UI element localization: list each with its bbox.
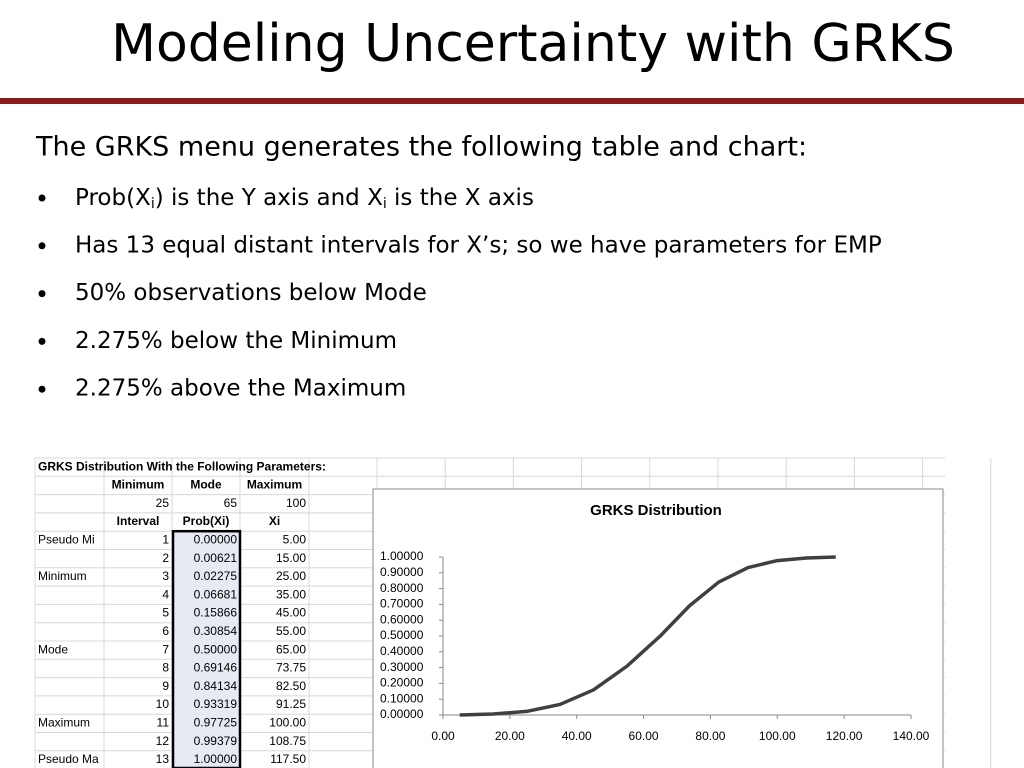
interval: 4 — [162, 587, 169, 601]
prob: 0.02275 — [194, 569, 238, 583]
interval: 2 — [162, 551, 169, 565]
interval: 10 — [156, 697, 170, 711]
xi: 65.00 — [276, 642, 306, 656]
prob: 0.84134 — [194, 679, 238, 693]
x-tick-label: 100.00 — [759, 729, 796, 743]
prob: 0.93319 — [194, 697, 238, 711]
prob: 0.99379 — [194, 734, 238, 748]
prob: 1.00000 — [194, 752, 238, 766]
bullet-text: Has 13 equal distant intervals for X’s; … — [75, 232, 882, 258]
xi: 35.00 — [276, 587, 306, 601]
bullet-dot — [38, 194, 46, 202]
subscript: i — [151, 196, 155, 212]
bullet-dot — [38, 242, 46, 250]
xi: 108.75 — [269, 734, 306, 748]
slide-title: Modeling Uncertainty with GRKS — [111, 14, 955, 74]
xi: 25.00 — [276, 569, 306, 583]
x-tick-label: 140.00 — [893, 729, 930, 743]
prob: 0.15866 — [194, 606, 238, 620]
interval: 12 — [156, 734, 170, 748]
column-header: Xi — [269, 514, 280, 528]
interval: 8 — [162, 661, 169, 675]
interval: 6 — [162, 624, 169, 638]
column-header: Interval — [117, 514, 160, 528]
x-tick-label: 0.00 — [431, 729, 455, 743]
title-rule — [0, 98, 1024, 104]
y-tick-label: 0.30000 — [380, 660, 424, 674]
bullet-dot — [38, 337, 46, 345]
xi: 91.25 — [276, 697, 306, 711]
xi: 15.00 — [276, 551, 306, 565]
y-tick-label: 0.70000 — [380, 597, 424, 611]
prob: 0.97725 — [194, 716, 238, 730]
subscript: i — [383, 196, 387, 212]
chart-title: GRKS Distribution — [590, 502, 722, 519]
interval: 1 — [162, 533, 169, 547]
interval: 5 — [162, 606, 169, 620]
bullet-text: 50% observations below Mode — [75, 280, 427, 306]
y-tick-label: 1.00000 — [380, 549, 424, 563]
param-value: 100 — [286, 496, 306, 510]
y-tick-label: 0.80000 — [380, 581, 424, 595]
param-header: Minimum — [112, 478, 165, 492]
prob: 0.00000 — [194, 533, 238, 547]
bullet-text: 2.275% above the Maximum — [75, 376, 406, 402]
xi: 117.50 — [270, 752, 306, 766]
row-label: Pseudo Mi — [38, 533, 95, 547]
xi: 45.00 — [276, 606, 306, 620]
data-line — [459, 555, 836, 717]
bullet-dot — [38, 385, 46, 393]
bullet-segment: is the X axis — [387, 185, 534, 211]
param-value: 65 — [224, 496, 238, 510]
bullet-text: 2.275% below the Minimum — [75, 328, 397, 354]
y-tick-label: 0.90000 — [380, 565, 424, 579]
y-tick-label: 0.10000 — [380, 691, 424, 705]
x-tick-label: 20.00 — [495, 729, 525, 743]
bullet-segment: ) is the Y axis and X — [155, 185, 383, 211]
bullet-text: Prob(Xi) is the Y axis and Xi is the X a… — [75, 185, 534, 213]
param-header: Maximum — [247, 478, 302, 492]
prob: 0.69146 — [194, 661, 238, 675]
table-title: GRKS Distribution With the Following Par… — [38, 459, 326, 473]
xi: 55.00 — [276, 624, 306, 638]
row-label: Minimum — [38, 569, 87, 583]
interval: 3 — [162, 569, 169, 583]
xi: 82.50 — [276, 679, 306, 693]
intro: The GRKS menu generates the following ta… — [35, 132, 807, 163]
param-value: 25 — [156, 496, 170, 510]
bullet-segment: Prob(X — [75, 185, 151, 211]
xi: 5.00 — [283, 533, 307, 547]
interval: 7 — [162, 642, 169, 656]
y-tick-label: 0.20000 — [380, 676, 424, 690]
prob-column — [171, 529, 242, 768]
y-tick-label: 0.40000 — [380, 644, 424, 658]
xi: 73.75 — [276, 661, 306, 675]
param-header: Mode — [190, 478, 222, 492]
interval: 13 — [156, 752, 170, 766]
bullet-list: Prob(Xi) is the Y axis and Xi is the X a… — [38, 185, 882, 402]
x-tick-label: 60.00 — [629, 729, 659, 743]
prob: 0.30854 — [194, 624, 238, 638]
y-tick-label: 0.50000 — [380, 628, 424, 642]
row-label: Maximum — [38, 716, 90, 730]
x-tick-label: 80.00 — [695, 729, 725, 743]
y-tick-label: 0.60000 — [380, 612, 424, 626]
chart-frame — [372, 488, 944, 768]
x-tick-label: 120.00 — [826, 729, 863, 743]
prob: 0.50000 — [194, 642, 238, 656]
prob: 0.06681 — [194, 587, 238, 601]
row-label: Pseudo Ma — [38, 752, 99, 766]
interval: 9 — [162, 679, 169, 693]
y-tick-label: 0.00000 — [380, 707, 424, 721]
x-tick-label: 40.00 — [562, 729, 592, 743]
xi: 100.00 — [269, 716, 306, 730]
row-label: Mode — [38, 642, 68, 656]
column-header: Prob(Xi) — [183, 514, 230, 528]
interval: 11 — [157, 716, 170, 730]
prob: 0.00621 — [194, 551, 238, 565]
bullet-dot — [38, 290, 46, 298]
